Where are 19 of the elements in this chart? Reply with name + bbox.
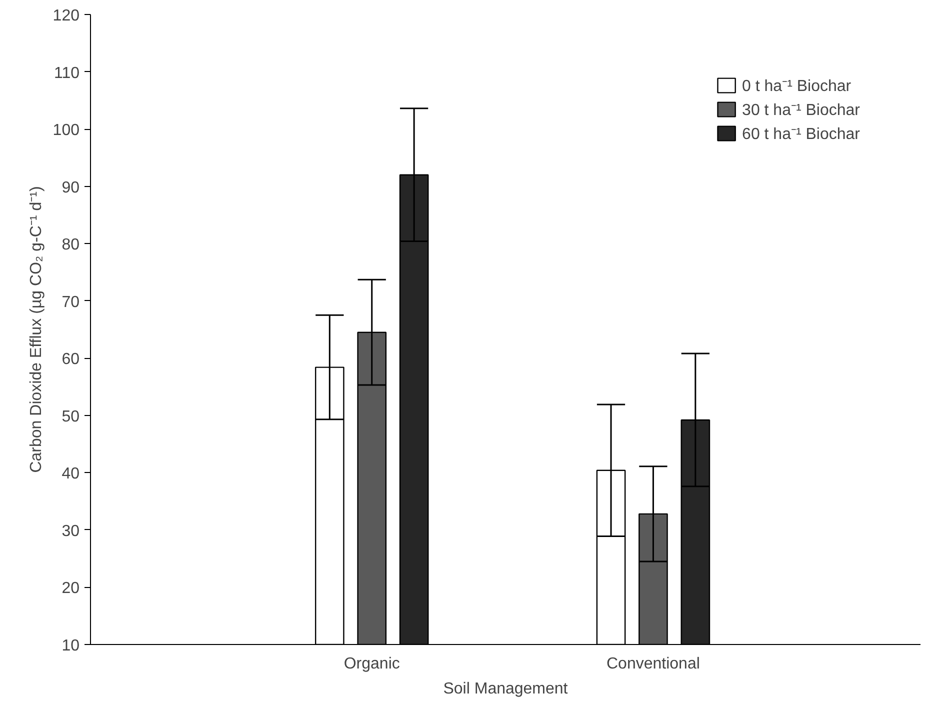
- y-tick-label: 110: [54, 64, 80, 82]
- y-tick-label: 90: [62, 179, 80, 196]
- y-tick-label: 40: [62, 466, 80, 483]
- x-tick-label: Conventional: [606, 656, 700, 672]
- legend-label: 0 t ha⁻¹ Biochar: [742, 77, 852, 96]
- y-tick-label: 80: [62, 236, 80, 254]
- y-tick-label: 100: [52, 122, 80, 140]
- y-axis-title: Carbon Dioxide Efflux (µg CO₂ g-C⁻¹ d⁻¹): [28, 186, 45, 473]
- legend-label: 30 t ha⁻¹ Biochar: [742, 101, 860, 120]
- y-tick-label: 70: [62, 294, 80, 311]
- y-tick-label: 30: [62, 522, 80, 540]
- x-tick-label: Organic: [344, 656, 400, 672]
- legend-label: 60 t ha⁻¹ Biochar: [742, 125, 860, 144]
- x-axis-title: Soil Management: [443, 680, 568, 698]
- y-tick-label: 120: [52, 8, 80, 24]
- y-tick-label: 20: [62, 580, 80, 598]
- y-tick-label: 50: [62, 408, 80, 426]
- y-tick-label: 60: [62, 351, 80, 368]
- y-tick-label: 10: [62, 638, 80, 654]
